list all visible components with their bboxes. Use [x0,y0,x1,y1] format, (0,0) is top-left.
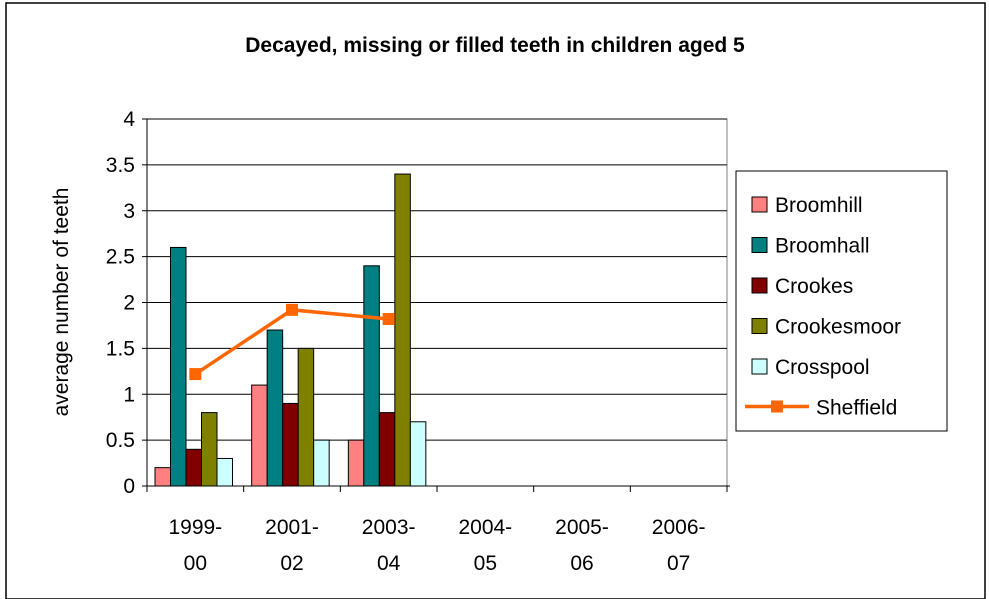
y-tick-label: 3 [123,200,135,223]
bar [170,246,187,487]
y-tick-label: 0.5 [106,429,135,452]
chart-title: Decayed, missing or filled teeth in chil… [245,34,745,57]
x-tick-label: 06 [570,552,593,575]
bar [201,412,218,487]
y-tick-label: 2 [123,292,135,315]
y-axis-label: average number of teeth [50,188,73,417]
x-tick-label: 2001- [265,516,319,539]
x-tick-label: 07 [667,552,690,575]
bar [282,402,299,487]
x-tick-label: 05 [474,552,497,575]
x-tick-label: 2003- [362,516,416,539]
legend-label: Sheffield [816,397,897,420]
x-tick-label: 2004- [458,516,512,539]
bar [409,421,427,487]
legend-swatch [751,237,768,253]
legend-marker [771,400,783,413]
y-tick-label: 1 [123,383,135,406]
y-tick-label: 2.5 [106,246,135,269]
bar [266,329,284,487]
x-tick-label: 04 [377,552,401,575]
legend-swatch [751,358,768,375]
legend-label: Crookes [775,275,853,298]
legend-swatch [751,277,768,294]
legend-label: Broomhill [775,194,863,217]
line-point [189,368,202,381]
legend-label: Crosspool [775,356,870,379]
y-tick-label: 3.5 [106,154,135,177]
line-point [382,313,395,326]
legend-swatch [751,196,768,213]
legend-label: Crookesmoor [775,316,901,339]
legend-label: Broomhall [775,235,870,258]
bar [347,439,365,487]
y-tick-label: 0 [123,475,135,498]
bar [251,384,268,487]
line-point [286,303,298,316]
legend-box [735,170,948,432]
x-tick-label: 2005- [555,516,609,539]
bar [216,457,233,487]
bar [154,467,171,487]
y-tick-label: 1.5 [106,337,135,360]
legend: Broomhill Broomhall Crookes Crookesmoor Cros… [735,170,948,432]
bar [394,173,411,487]
bar [297,347,315,487]
legend-swatch [751,318,768,334]
bar [313,439,330,487]
bar [378,412,396,487]
plot-area: 0 0.5 1 1.5 2 2.5 3 3.5 4 1999- 00 2001- 02 2003- 04 20… [106,108,730,575]
x-tick-label: 1999- [168,516,222,539]
x-tick-label: 02 [280,552,303,575]
x-tick-label: 00 [184,552,207,575]
bar [363,265,380,487]
x-tick-label: 2006- [652,516,706,539]
bar [185,448,202,487]
y-tick-label: 4 [123,108,135,131]
